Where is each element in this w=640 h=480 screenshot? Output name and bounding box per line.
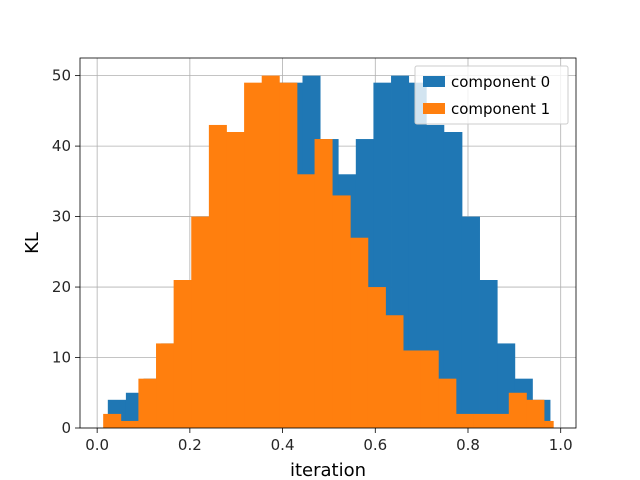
bar-component-1 [544, 420, 554, 428]
bar-component-1 [244, 82, 263, 429]
bar-component-1 [296, 174, 315, 428]
bar-component-1 [261, 75, 280, 428]
x-tick-label: 0.8 [456, 436, 480, 454]
y-tick-label: 50 [52, 67, 71, 85]
legend-swatch-component-0 [423, 76, 445, 87]
bar-component-1 [350, 237, 369, 428]
bar-component-1 [120, 420, 139, 428]
legend-label-component-0: component 0 [451, 73, 550, 91]
bar-component-1 [455, 413, 474, 428]
y-tick-label: 30 [52, 208, 71, 226]
bar-component-1 [138, 378, 157, 428]
bar-component-1 [173, 280, 192, 428]
x-tick-label: 0.0 [85, 436, 109, 454]
bar-component-1 [526, 399, 545, 428]
bar-component-1 [191, 216, 210, 428]
legend-box [414, 65, 569, 125]
x-tick-label: 0.4 [271, 436, 295, 454]
bar-component-1 [491, 413, 510, 428]
y-tick-label: 40 [52, 137, 71, 155]
bar-component-1 [226, 132, 245, 428]
bar-component-0 [461, 216, 480, 428]
x-tick-label: 0.2 [178, 436, 202, 454]
bar-component-0 [479, 280, 498, 428]
bar-component-1 [508, 392, 527, 428]
bar-component-1 [103, 413, 122, 428]
x-tick-label: 0.6 [363, 436, 387, 454]
bar-component-1 [473, 413, 492, 428]
y-axis-label: KL [22, 232, 43, 254]
bar-component-0 [408, 82, 427, 429]
bar-component-1 [438, 378, 457, 428]
legend: component 0 component 1 [414, 65, 569, 125]
ticks: 0.0 0.2 0.4 0.6 0.8 1.0 0 10 20 30 40 50 [52, 67, 573, 454]
x-axis-label: iteration [290, 460, 366, 480]
y-tick-label: 20 [52, 278, 71, 296]
bar-component-1 [314, 139, 333, 429]
bar-component-1 [367, 287, 386, 428]
bar-component-1 [208, 124, 227, 428]
bar-component-1 [385, 315, 404, 428]
bars [103, 75, 554, 429]
bar-component-1 [420, 350, 439, 428]
legend-label-component-1: component 1 [451, 100, 550, 118]
y-tick-label: 10 [52, 349, 71, 367]
bar-component-1 [403, 350, 422, 428]
bar-component-1 [156, 343, 175, 428]
axes-frame [79, 57, 577, 429]
y-tick-label: 0 [61, 419, 71, 437]
x-tick-label: 1.0 [549, 436, 573, 454]
legend-swatch-component-1 [423, 103, 445, 114]
bar-component-1 [332, 195, 351, 428]
bar-component-0 [443, 132, 463, 428]
bar-component-1 [279, 82, 298, 429]
